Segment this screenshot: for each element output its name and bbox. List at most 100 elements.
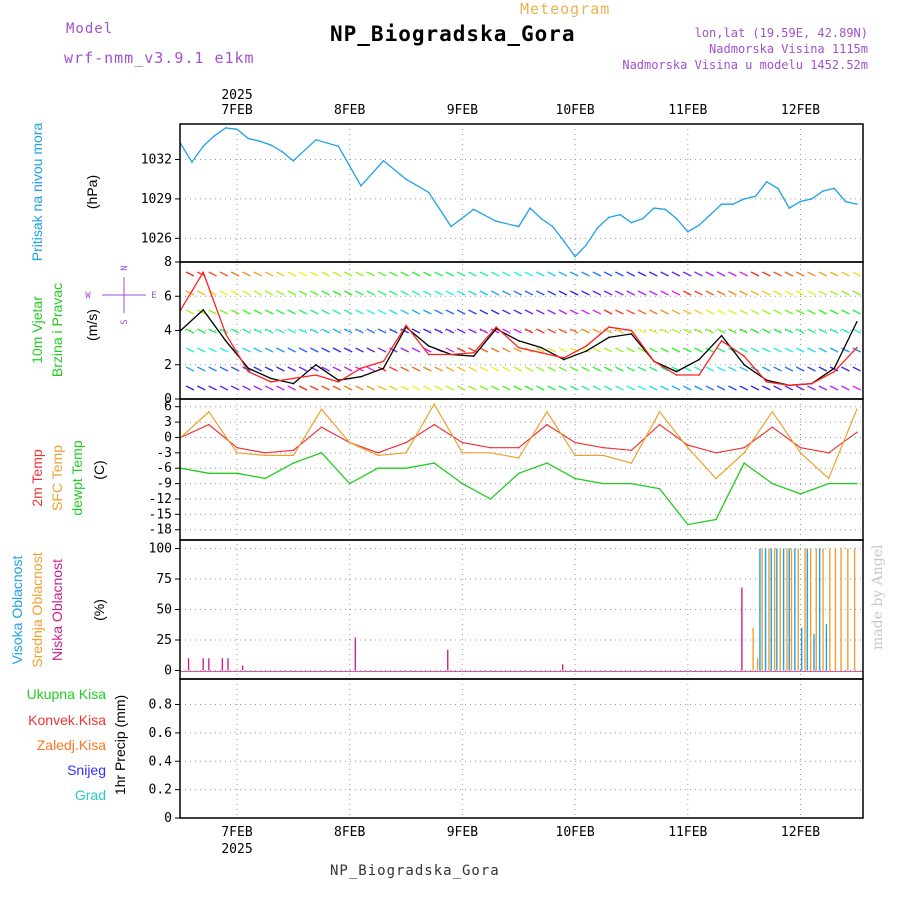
wind-barb [490,290,500,296]
temp-sfc-line-point [630,462,633,464]
wind-gust-line-point [765,381,768,383]
wind-barb [716,309,726,315]
wind-speed-line-point [224,339,227,342]
wind-barb [807,328,816,334]
wind-barb [230,290,240,296]
wind-barb [728,290,737,296]
wind-barb [762,328,771,334]
wind-barb [197,290,206,296]
temp-2m-line-point [264,452,266,454]
wind-barb [197,347,206,353]
y-tick-label: 0 [164,663,172,678]
pressure-line-point [281,150,283,153]
wind-barb [276,290,285,296]
wind-barb [829,347,839,353]
wind-barb [321,290,330,296]
wind-barb [637,385,647,391]
wind-barb [558,271,568,277]
wind-barb [637,328,647,334]
wind-barb [694,347,703,353]
wind-barb [694,366,703,372]
wind-barb [705,309,715,315]
x-tick-label-top: 8FEB [334,103,365,118]
dewpoint-line-point [771,482,774,485]
wind-barb [841,385,850,391]
wind-barb [400,347,409,353]
wind-barb [807,366,816,372]
y-tick-label: 25 [156,633,172,648]
wind-barb [795,385,805,391]
temp-sfc-line-point [292,454,295,457]
wind-barb [332,328,342,334]
wind-barb [626,347,635,353]
temp-2m-line-point [320,426,323,429]
wind-barb [660,328,669,334]
wind-unit-label: (m/s) [84,309,100,341]
temp-2m-line [180,423,858,454]
wind-barb [750,271,760,277]
dewpoint-line-point [377,467,379,470]
wind-barb [490,271,500,277]
wind-barb [298,385,308,391]
wind-barb [716,271,726,277]
wind-barb [502,385,511,391]
wind-barb [208,366,217,372]
wind-barb [298,347,308,353]
wind-barb [524,271,534,277]
compass-w: W [85,291,91,301]
wind-barb [682,347,692,353]
wind-speed-line-point [292,382,295,385]
wind-barb [230,385,240,391]
wind-barb [671,290,681,296]
wind-barb [445,271,455,277]
temp-sfc-line-point [320,408,323,411]
wind-barb [264,290,274,296]
wind-barb [445,309,455,315]
wind-barb [456,328,466,334]
wind-barb [468,328,477,334]
model-value: wrf-nmm_v3.9.1 e1km [64,49,255,67]
temp-sfc-line-point [743,452,745,454]
dewpoint-line-point [743,462,745,464]
wind-speed-line-point [698,358,700,361]
temp-2m-line-point [856,431,858,434]
frame-layer [175,123,864,819]
wind-barb [208,271,217,277]
y-tick-label: 0.6 [149,726,172,741]
wind-barb [502,290,511,296]
wind-barb [423,290,432,296]
lonlat-label: lon,lat (19.59E, 42.89N) [694,26,868,40]
wind-barb [705,290,715,296]
x-tick-label-top: 7FEB [221,103,252,118]
y-tick-label: 0 [164,430,172,445]
wind-barb [502,309,511,315]
wind-barb [208,309,217,315]
wind-barb [784,290,794,296]
wind-barb [456,366,466,372]
wind-barb [468,271,477,277]
wind-barb [750,385,760,391]
wind-barb [829,328,839,334]
wind-barb [569,328,579,334]
wind-barb [773,290,782,296]
wind-gust-line-point [360,367,362,369]
precip-legend-item: Ukupna Kisa [27,686,107,702]
pressure-line-point [675,217,678,220]
wind-barb [649,385,658,391]
wind-speed-line-point [202,309,204,311]
temp-unit-label: (C) [91,460,107,479]
wind-barb [434,290,443,296]
wind-barb [253,366,263,372]
wind-gust-line-point [630,329,633,332]
temp-sfc-line-point [264,454,266,457]
wind-barb [230,366,240,372]
wind-barb [762,309,771,315]
marks-layer [179,127,863,672]
wind-barb [795,309,805,315]
wind-barb [581,271,590,277]
pressure-line-point [247,137,250,140]
wind-barb [434,309,443,315]
pressure-line-point [191,161,193,163]
dewpoint-line-point [827,482,830,485]
wind-barb [784,328,794,334]
